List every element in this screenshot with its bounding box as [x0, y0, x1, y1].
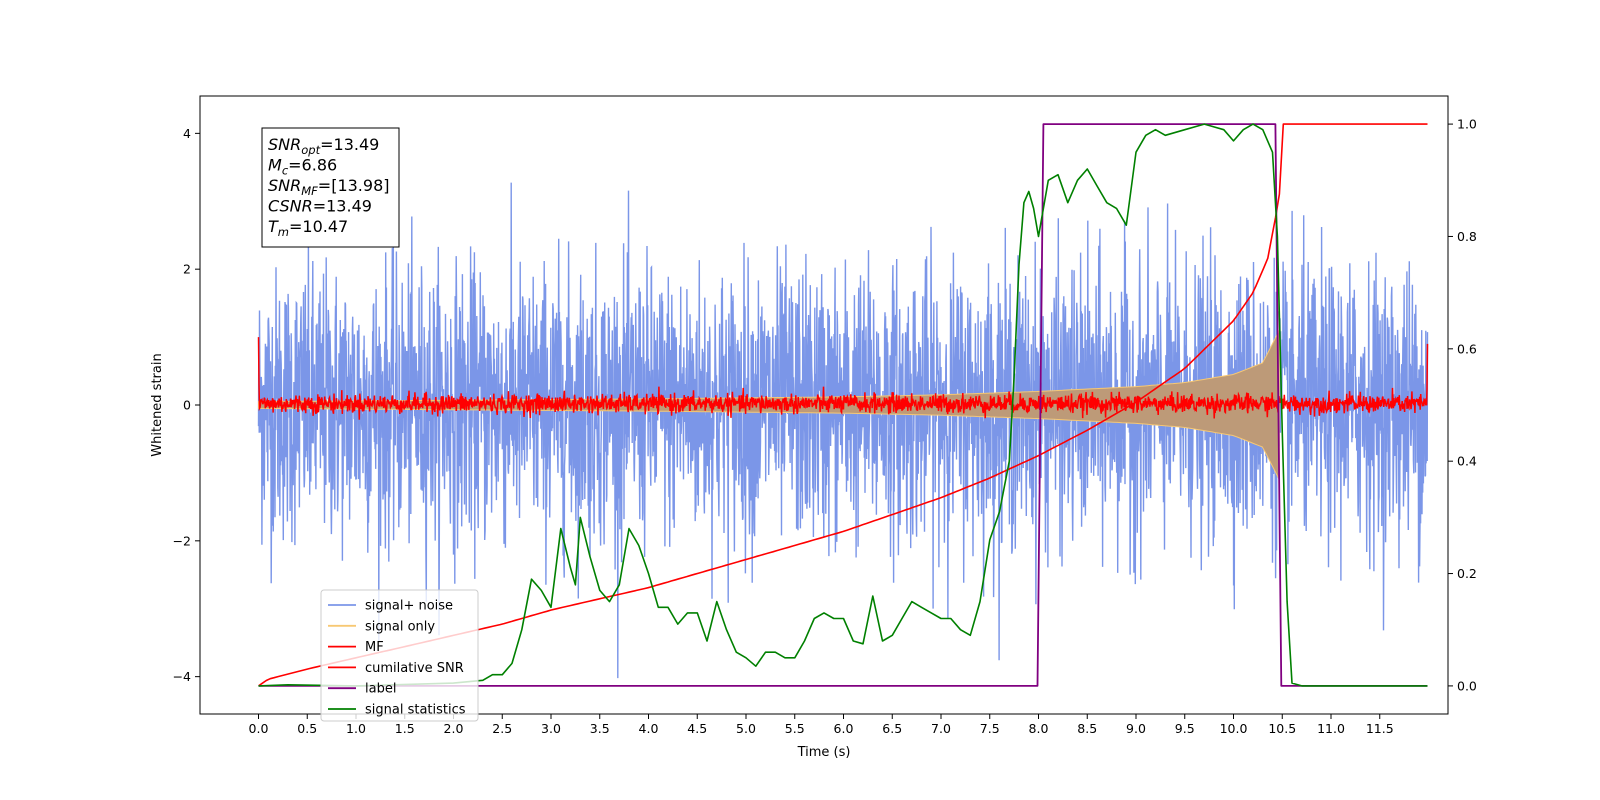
x-tick-label: 10.0: [1220, 721, 1248, 736]
y-tick-label-right: 0.6: [1457, 341, 1477, 356]
x-axis: 0.0 0.5 1.0 1.5 2.0 2.5 3.0 3.5 4.0 4.5 5.0 5.5 6.0 6…: [249, 714, 1394, 736]
series-mf: [257, 337, 1429, 420]
legend-entry: signal only: [365, 619, 435, 634]
y-tick-label-left: −2: [173, 533, 191, 548]
x-tick-label: 2.0: [444, 721, 464, 736]
x-tick-label: 5.0: [736, 721, 756, 736]
y-tick-label-left: 2: [183, 262, 191, 277]
x-tick-label: 7.5: [980, 721, 1000, 736]
y-axis-label: Whitened strain: [150, 353, 165, 456]
series-signal-statistics: [258, 123, 1428, 687]
annotation-frame: [261, 127, 400, 248]
x-tick-label: 3.5: [590, 721, 610, 736]
annotation-line: Tm=10.47: [268, 217, 348, 239]
x-tick-label: 0.0: [249, 721, 269, 736]
y-tick-label-left: −4: [173, 669, 191, 684]
x-tick-label: 4.0: [639, 721, 659, 736]
x-tick-label: 7.0: [931, 721, 951, 736]
x-tick-label: 8.5: [1077, 721, 1097, 736]
x-tick-label: 3.0: [541, 721, 561, 736]
legend-entry: MF: [365, 640, 384, 655]
stats-annotation-box: SNRopt=13.49Mc=6.86SNRMF=[13.98]CSNR=13.…: [261, 127, 400, 248]
x-axis-label: Time (s): [797, 745, 851, 760]
x-tick-label: 6.0: [834, 721, 854, 736]
legend-entry: cumilative SNR: [365, 661, 464, 676]
annotation-line: CSNR=13.49: [268, 197, 372, 216]
legend: signal+ noise signal only MF cumilative SNR…: [320, 589, 479, 722]
y-tick-label-right: 0.2: [1457, 566, 1477, 581]
x-tick-label: 0.5: [297, 721, 317, 736]
x-tick-label: 5.5: [785, 721, 805, 736]
x-tick-label: 10.5: [1268, 721, 1296, 736]
series-signal-plus-noise: [257, 182, 1429, 679]
x-tick-label: 4.5: [687, 721, 707, 736]
annotation-line: SNRMF=[13.98]: [268, 176, 390, 198]
y-tick-label-left: 4: [183, 126, 191, 141]
y-tick-label-right: 0.4: [1457, 454, 1477, 469]
x-tick-label: 2.5: [492, 721, 512, 736]
legend-entry: signal+ noise: [365, 599, 453, 614]
y-axis-right: 0.0 0.2 0.4 0.6 0.8 1.0: [1448, 117, 1477, 693]
x-tick-label: 8.0: [1029, 721, 1049, 736]
legend-frame: [320, 589, 479, 722]
legend-entry: signal statistics: [365, 703, 466, 718]
annotation-line: SNRopt=13.49: [268, 135, 379, 157]
y-tick-label-right: 0.0: [1457, 678, 1477, 693]
x-tick-label: 11.0: [1317, 721, 1345, 736]
x-tick-label: 9.5: [1175, 721, 1195, 736]
x-tick-label: 11.5: [1366, 721, 1394, 736]
y-tick-label-right: 1.0: [1457, 117, 1477, 132]
x-tick-label: 1.0: [346, 721, 366, 736]
annotation-line: Mc=6.86: [268, 156, 337, 178]
y-axis-left: −4 −2 0 2 4: [173, 126, 200, 684]
x-tick-label: 6.5: [882, 721, 902, 736]
y-tick-label-right: 0.8: [1457, 229, 1477, 244]
y-tick-label-left: 0: [183, 398, 191, 413]
x-tick-label: 1.5: [395, 721, 415, 736]
legend-entry: label: [365, 682, 396, 697]
x-tick-label: 9.0: [1126, 721, 1146, 736]
